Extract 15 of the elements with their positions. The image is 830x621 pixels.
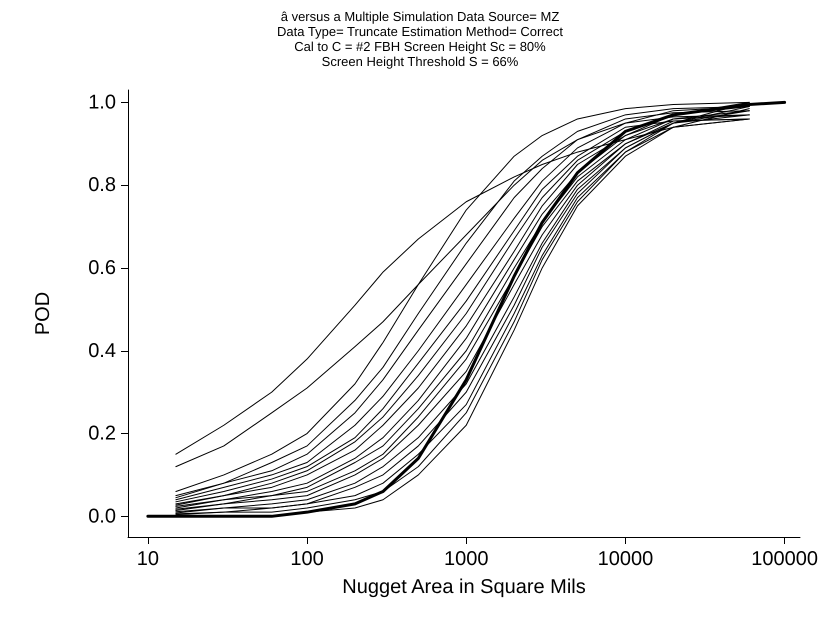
chart-title: â versus a Multiple Simulation Data Source= MZ bbox=[280, 9, 560, 24]
y-tick-label: 0.2 bbox=[88, 422, 116, 445]
x-tick-label: 100 bbox=[290, 548, 324, 570]
y-tick-label: 0.8 bbox=[88, 174, 116, 196]
y-tick-label: 0.6 bbox=[88, 256, 116, 279]
x-tick-label: 100000 bbox=[751, 548, 818, 570]
y-tick-label: 0.0 bbox=[88, 505, 116, 528]
chart-subtitle: Data Type= Truncate Estimation Method= Correct Cal to C = #2 FBH Screen Height Sc = 80% Screen Height Threshold S = 66% bbox=[277, 24, 564, 69]
y-tick-label: 0.4 bbox=[88, 340, 116, 362]
x-axis-title: Nugget Area in Square Mils bbox=[342, 576, 586, 598]
x-tick-label: 10000 bbox=[598, 548, 654, 570]
y-tick-label: 1.0 bbox=[88, 91, 116, 114]
x-tick-label: 1000 bbox=[444, 548, 488, 570]
x-tick-label: 10 bbox=[136, 548, 160, 570]
y-axis-title: POD bbox=[32, 292, 54, 336]
